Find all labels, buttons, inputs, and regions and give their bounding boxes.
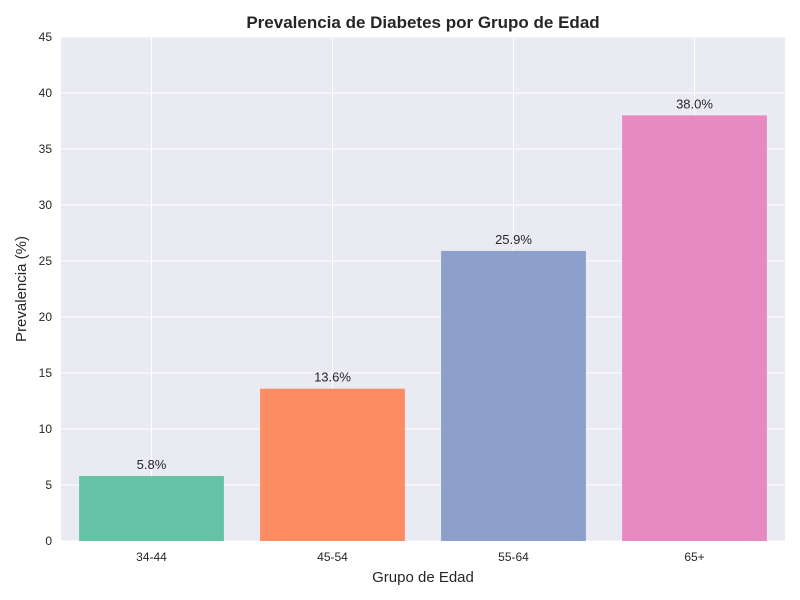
x-tick-label: 34-44 <box>136 550 167 564</box>
y-tick-label: 10 <box>39 422 53 436</box>
y-tick-label: 45 <box>39 30 53 44</box>
y-tick-label: 40 <box>39 86 53 100</box>
y-tick-labels: 0 5 10 15 20 25 30 35 40 45 <box>39 30 53 548</box>
y-tick-label: 20 <box>39 310 53 324</box>
data-label: 38.0% <box>676 96 713 111</box>
x-tick-label: 65+ <box>684 550 704 564</box>
y-tick-label: 25 <box>39 254 53 268</box>
y-tick-label: 0 <box>45 534 52 548</box>
y-tick-label: 5 <box>45 478 52 492</box>
grid-lines <box>61 36 785 542</box>
data-label: 25.9% <box>495 232 532 247</box>
y-tick-label: 35 <box>39 142 53 156</box>
x-tick-label: 45-54 <box>317 550 348 564</box>
data-labels: 5.8% 13.6% 25.9% 38.0% <box>137 96 714 472</box>
y-axis-label: Prevalencia (%) <box>13 236 30 342</box>
x-axis-label: Grupo de Edad <box>372 569 474 586</box>
y-tick-label: 30 <box>39 198 53 212</box>
y-tick-label: 15 <box>39 366 53 380</box>
chart-title: Prevalencia de Diabetes por Grupo de Eda… <box>246 13 599 32</box>
bars <box>79 115 767 542</box>
data-label: 5.8% <box>137 457 167 472</box>
bar-45-54 <box>260 388 405 541</box>
data-label: 13.6% <box>314 370 351 385</box>
bar-55-64 <box>441 250 586 542</box>
bar-34-44 <box>79 476 224 541</box>
bar-65+ <box>622 115 767 542</box>
x-tick-labels: 34-44 45-54 55-64 65+ <box>136 550 705 564</box>
x-tick-label: 55-64 <box>498 550 529 564</box>
